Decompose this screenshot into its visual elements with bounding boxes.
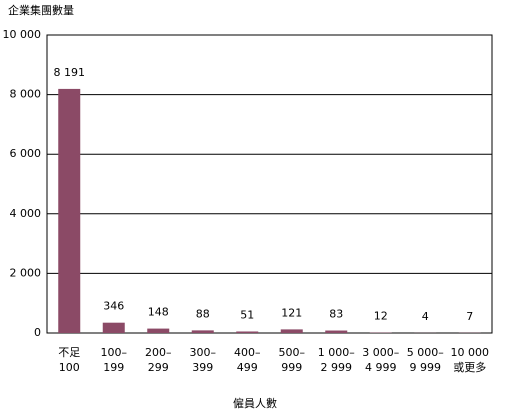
value-label: 88	[196, 307, 210, 320]
bar	[102, 322, 125, 333]
value-label: 148	[148, 306, 169, 319]
x-tick-label: 5 000– 9 999	[407, 346, 444, 374]
y-tick-label: 10 000	[3, 28, 42, 41]
y-tick-label: 8 000	[10, 88, 42, 101]
x-tick-label: 400– 499	[234, 346, 261, 374]
value-label: 83	[329, 308, 343, 321]
bar	[325, 330, 348, 333]
value-label: 8 191	[54, 66, 86, 79]
x-tick-label: 1 000– 2 999	[318, 346, 355, 374]
y-tick-label: 6 000	[10, 147, 42, 160]
value-label: 12	[374, 310, 388, 323]
y-axis-label: 企業集團數量	[8, 3, 74, 17]
value-label: 4	[422, 310, 429, 323]
bar	[191, 330, 214, 333]
x-tick-label: 300– 399	[190, 346, 217, 374]
x-tick-label: 100– 199	[101, 346, 128, 374]
y-tick-label: 2 000	[10, 266, 42, 279]
value-label: 51	[240, 308, 254, 321]
y-tick-label: 4 000	[10, 207, 42, 220]
value-label: 7	[466, 310, 473, 323]
bar	[236, 331, 259, 333]
x-tick-label: 200– 299	[145, 346, 172, 374]
x-axis-label: 僱員人數	[233, 396, 277, 410]
bar	[58, 88, 81, 333]
x-tick-label: 3 000– 4 999	[362, 346, 399, 374]
bar	[280, 329, 303, 333]
x-tick-label: 不足 100	[58, 346, 80, 374]
plot-frame	[46, 34, 493, 334]
x-tick-label: 10 000 或更多	[451, 346, 490, 374]
value-label: 121	[281, 306, 302, 319]
bar	[147, 328, 170, 333]
y-tick-label: 0	[34, 326, 41, 339]
x-tick-label: 500– 999	[279, 346, 306, 374]
value-label: 346	[103, 300, 124, 313]
